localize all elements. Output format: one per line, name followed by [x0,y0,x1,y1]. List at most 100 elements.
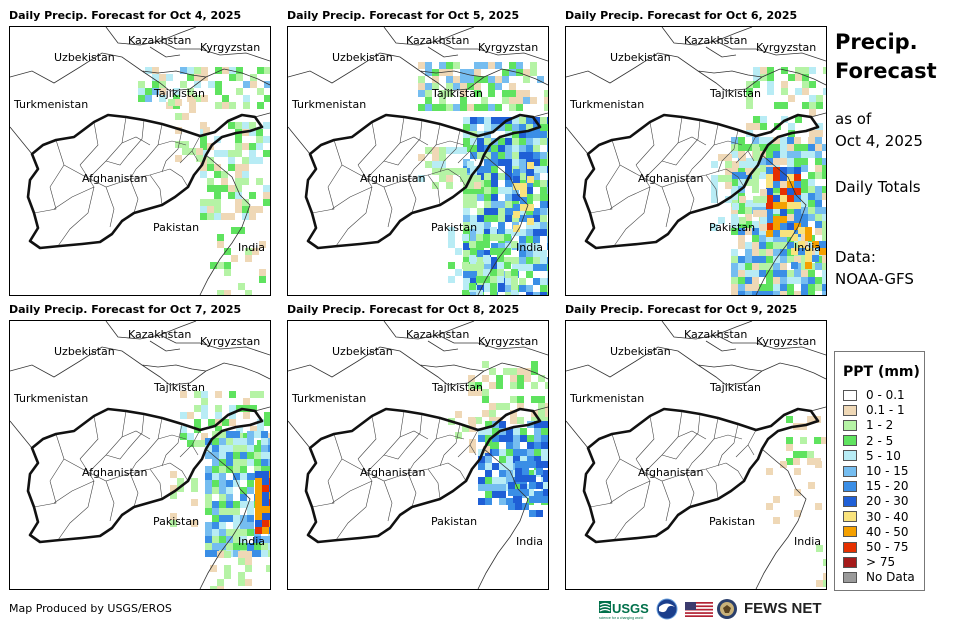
precip-cell [526,250,533,257]
precip-cell [807,458,814,465]
precip-cell [505,138,512,145]
precip-cell [512,194,519,201]
precip-cell [502,69,509,76]
precip-cell [523,69,530,76]
precip-cell [504,262,511,269]
precip-cell [470,124,477,131]
precip-cell [210,262,217,269]
precip-cell [175,155,182,162]
precip-cell [187,433,194,440]
precip-cell [540,229,547,236]
precip-cell [215,102,222,109]
precip-cell [540,250,547,257]
precip-cell [145,88,152,95]
legend-swatch [843,404,857,416]
precip-cell [268,466,270,473]
precip-cell [470,187,477,194]
precip-cell [247,431,254,438]
precip-cell [746,88,753,95]
country-label-pakistan: Pakistan [709,221,756,234]
precip-cell [498,145,505,152]
precip-cell [746,168,753,175]
precip-cell [767,81,774,88]
precip-cell [470,194,477,201]
precip-cell [263,136,270,143]
country-label-tajikistan: Tajikistan [432,87,483,100]
precip-cell [547,285,548,292]
precip-cell [229,74,236,81]
legend-swatch [843,556,857,568]
precip-cell [219,431,226,438]
precip-cell [534,442,541,449]
precip-cell [482,389,489,396]
precip-cell [259,269,266,276]
precip-cell [215,412,222,419]
usgs-wordmark: USGS [612,601,649,616]
precip-cell [536,510,543,517]
precip-cell [801,284,808,291]
precip-cell [240,487,247,494]
precip-cell [439,154,446,161]
precip-cell [259,276,266,283]
precip-cell [538,403,545,410]
precip-cell [745,144,752,151]
precip-cell [205,438,212,445]
as-of-label: as of [835,110,872,128]
precip-cell [766,503,773,510]
precip-cell [787,291,794,295]
precip-cell [805,255,812,262]
precip-cell [516,90,523,97]
precip-cell [780,242,787,249]
precip-cell [711,196,718,203]
precip-cell [780,249,787,256]
precip-cell [226,543,233,550]
precip-cell [738,207,745,214]
precip-cell [462,290,469,295]
precip-cell [498,138,505,145]
precip-cell [152,81,159,88]
precip-cell [766,223,773,230]
precip-cell [502,97,509,104]
precip-cell [524,375,531,382]
precip-cell [527,470,534,477]
precip-cell [822,165,826,172]
precip-cell [145,95,152,102]
precip-map: Kazakhstan Kyrgyzstan Uzbekistan Tajikistan… [565,320,827,590]
precip-cell [738,228,745,235]
precip-cell [511,269,518,276]
precip-cell [217,579,224,586]
precip-cell [766,202,773,209]
precip-cell [214,199,221,206]
precip-cell [491,208,498,215]
precip-cell [752,291,759,295]
precip-cell [243,102,250,109]
precip-cell [752,228,759,235]
precip-cell [418,175,425,182]
precip-cell [823,67,826,74]
precip-cell [752,270,759,277]
precip-cell [226,466,233,473]
country-label-pakistan: Pakistan [153,221,200,234]
precip-cell [822,235,826,242]
precip-cell [534,421,541,428]
precip-cell [432,83,439,90]
precip-cell [738,221,745,228]
country-label-kazakhstan: Kazakhstan [406,328,470,341]
precip-cell [822,221,826,228]
precip-cell [470,145,477,152]
precip-cell [773,158,780,165]
precip-cell [152,88,159,95]
legend-label: No Data [866,570,915,585]
precip-cell [819,248,826,255]
precip-cell [477,257,484,264]
precip-cell [221,178,228,185]
precip-cell [221,171,228,178]
precip-cell [261,543,268,550]
precip-cell [219,487,226,494]
precip-cell [212,452,219,459]
precip-cells [766,416,826,587]
precip-cell [738,172,745,179]
legend-label: 15 - 20 [866,479,909,494]
precip-cell [547,180,548,187]
precip-cell [242,122,249,129]
